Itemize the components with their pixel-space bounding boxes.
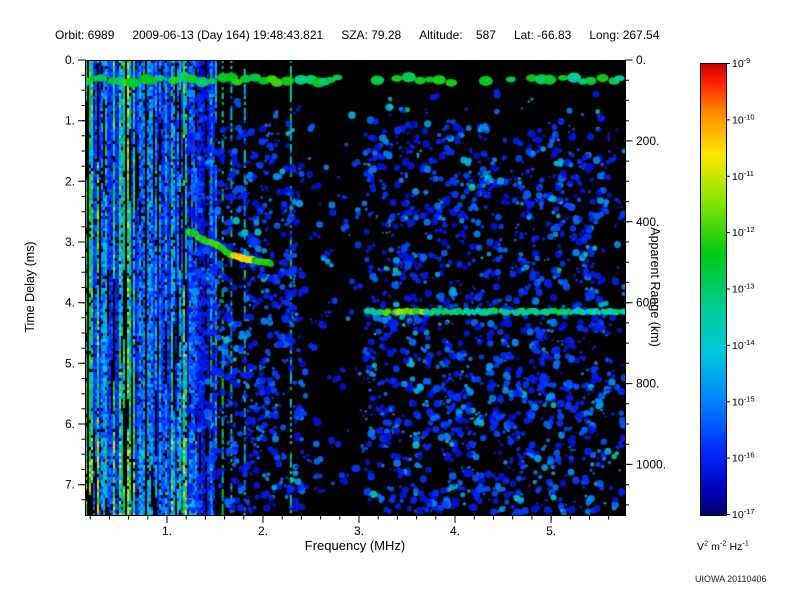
y-axis-title-left: Time Delay (ms) [23, 241, 37, 333]
y-left-tick-label: 4. [65, 296, 75, 310]
y-left-tick-label: 0. [65, 53, 75, 67]
colorbar [700, 63, 727, 516]
longitude-value: Long: 267.54 [589, 28, 660, 42]
y-left-tick-label: 2. [65, 174, 75, 188]
y-right-tick-label: 800. [636, 377, 659, 391]
orbit-value: Orbit: 6989 [55, 28, 115, 42]
colorbar-tick-label: 10-13 [732, 282, 755, 296]
colorbar-unit-label: V2 m-2 Hz-1 [697, 538, 749, 553]
colorbar-tick-label: 10-10 [732, 112, 755, 126]
y-left-tick-label: 7. [65, 478, 75, 492]
unit-part: V2 [697, 538, 709, 553]
colorbar-tick-label: 10-14 [732, 338, 755, 352]
x-tick-label: 1. [162, 524, 172, 538]
latitude-value: Lat: -66.83 [513, 28, 572, 42]
x-tick-label: 2. [258, 524, 268, 538]
altitude-value: Altitude: 587 [419, 28, 496, 42]
unit-part: m-2 [711, 538, 727, 553]
y-right-tick-label: 0. [636, 53, 646, 67]
y-left-tick-label: 6. [65, 417, 75, 431]
header-bar: Orbit: 6989 2009-06-13 (Day 164) 19:48:4… [55, 28, 659, 42]
sza-value: SZA: 79.28 [341, 28, 402, 42]
x-tick-label: 4. [450, 524, 460, 538]
colorbar-tick-label: 10-12 [732, 225, 755, 239]
y-right-tick-label: 200. [636, 134, 659, 148]
spectrogram-canvas [85, 60, 625, 515]
colorbar-tick-label: 10-15 [732, 394, 755, 408]
x-tick-label: 5. [546, 524, 556, 538]
colorbar-tick-label: 10-17 [732, 507, 755, 521]
unit-part: Hz-1 [729, 538, 749, 553]
y-left-tick-label: 1. [65, 114, 75, 128]
x-axis-title: Frequency (MHz) [304, 538, 406, 553]
y-axis-title-right: Apparent Range (km) [648, 227, 662, 347]
y-left-tick-label: 5. [65, 356, 75, 370]
y-left-tick-label: 3. [65, 235, 75, 249]
credit-text: UIOWA 20110406 [695, 574, 767, 584]
colorbar-tick-label: 10-16 [732, 451, 755, 465]
colorbar-tick-label: 10-11 [732, 169, 754, 183]
x-tick-label: 3. [354, 524, 364, 538]
colorbar-tick-label: 10-9 [732, 56, 750, 70]
datetime-value: 2009-06-13 (Day 164) 19:48:43.821 [132, 28, 324, 42]
y-right-tick-label: 1000. [636, 457, 666, 471]
